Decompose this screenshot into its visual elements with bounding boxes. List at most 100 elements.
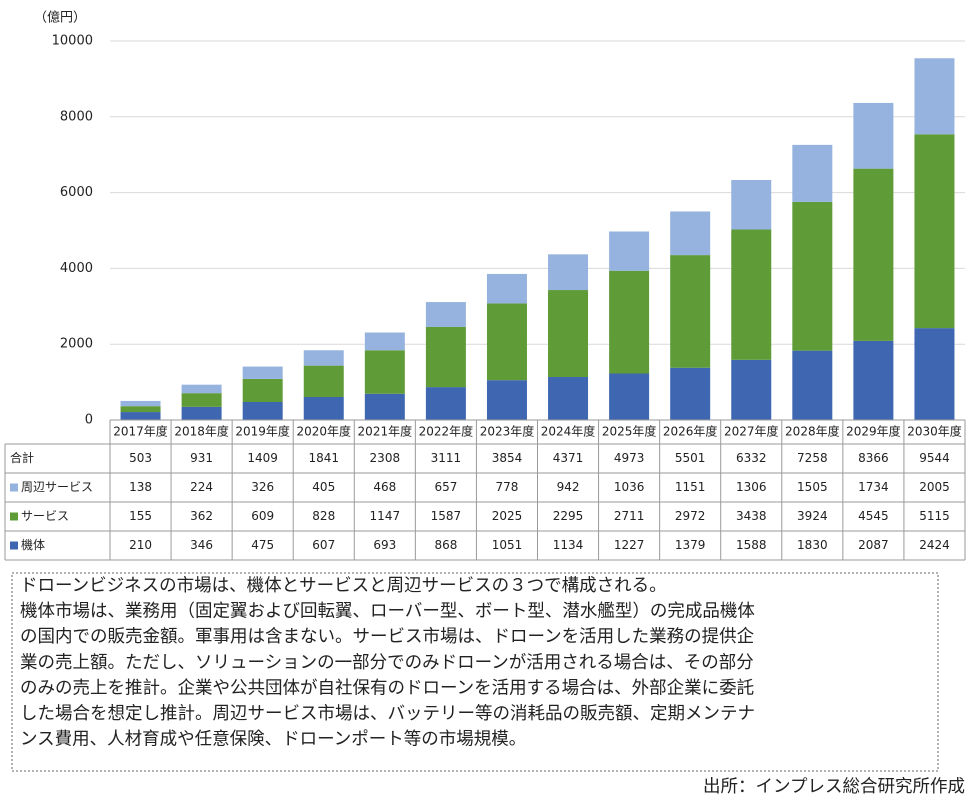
bar-segment (548, 290, 589, 378)
note-line: ンス費用、人材育成や任意保険、ドローンポート等の市場規模。 (20, 730, 526, 750)
x-tick-label: 2018年度 (174, 424, 229, 439)
table-cell: 3924 (797, 509, 828, 523)
note-line: した場合を想定し推計。周辺サービス市場は、バッテリー等の消耗品の販売額、定期メン… (20, 704, 755, 724)
y-tick-label: 10000 (52, 34, 93, 49)
table-cell: 362 (190, 509, 213, 523)
bar-segment (853, 340, 894, 420)
x-tick-label: 2030年度 (907, 424, 962, 439)
table-cell: 1379 (675, 538, 706, 552)
table-cell: 468 (373, 480, 396, 494)
table-cell: 2295 (553, 509, 584, 523)
table-cell: 1505 (797, 480, 828, 494)
bar-segment (242, 366, 283, 379)
table-cell: 828 (312, 509, 335, 523)
bar-segment (853, 168, 894, 341)
bar-segment (425, 302, 466, 327)
table-cell: 6332 (736, 451, 767, 465)
bar-segment (242, 378, 283, 402)
legend-swatch (10, 512, 18, 521)
table-cell: 942 (557, 480, 580, 494)
table-cell: 1409 (247, 451, 278, 465)
legend-swatch (10, 483, 18, 492)
bar-segment (303, 350, 344, 366)
x-tick-label: 2026年度 (663, 424, 718, 439)
x-tick-label: 2021年度 (358, 424, 413, 439)
table-cell: 475 (251, 538, 274, 552)
table-cell: 5501 (675, 451, 706, 465)
table-cell: 1830 (797, 538, 828, 552)
table-cell: 3438 (736, 509, 767, 523)
table-cell: 607 (312, 538, 335, 552)
bar-segment (609, 231, 650, 271)
x-tick-label: 2020年度 (296, 424, 351, 439)
y-axis-label: （億円） (34, 10, 86, 26)
note-line: 機体市場は、業務用（固定翼および回転翼、ローバー型、ボート型、潜水艦型）の完成品… (20, 602, 755, 622)
table-cell: 4545 (858, 509, 889, 523)
bar-segment (242, 401, 283, 420)
table-cell: 931 (190, 451, 213, 465)
table-cell: 8366 (858, 451, 889, 465)
table-cell: 4973 (614, 451, 645, 465)
table-cell: 2308 (370, 451, 401, 465)
bar-segment (181, 384, 222, 394)
table-cell: 1147 (370, 509, 401, 523)
table-cell: 1151 (675, 480, 706, 494)
row-label: サービス (21, 509, 69, 523)
x-tick-label: 2024年度 (541, 424, 596, 439)
y-tick-label: 8000 (60, 109, 93, 124)
bar-segment (364, 332, 405, 351)
table-cell: 4371 (553, 451, 584, 465)
x-tick-label: 2019年度 (235, 424, 290, 439)
bar-segment (548, 254, 589, 291)
row-label: 機体 (21, 537, 45, 552)
bar-segment (731, 180, 772, 230)
x-tick-label: 2028年度 (785, 424, 840, 439)
table-cell: 1134 (553, 538, 584, 552)
table-cell: 1587 (431, 509, 462, 523)
bar-segment (609, 373, 650, 420)
note-line: ドローンビジネスの市場は、機体とサービスと周辺サービスの３つで構成される。 (20, 576, 667, 596)
table-cell: 2424 (919, 538, 950, 552)
bar-segment (486, 273, 527, 304)
table-cell: 2972 (675, 509, 706, 523)
table-cell: 693 (373, 538, 396, 552)
bar-segment (853, 102, 894, 169)
bar-segment (914, 58, 955, 135)
y-tick-label: 4000 (60, 261, 93, 276)
bar-segment (731, 229, 772, 360)
table-cell: 2711 (614, 509, 645, 523)
table-cell: 868 (434, 538, 457, 552)
bar-segment (670, 255, 711, 368)
table-cell: 1306 (736, 480, 767, 494)
legend-swatch (10, 541, 18, 550)
table-cell: 5115 (919, 509, 950, 523)
table-cell: 346 (190, 538, 213, 552)
source: 出所：インプレス総合研究所作成 (703, 777, 965, 797)
table-cell: 7258 (797, 451, 828, 465)
bar-segment (609, 270, 650, 374)
bar-segment (181, 393, 222, 407)
bar-segment (303, 396, 344, 420)
table-cell: 1036 (614, 480, 645, 494)
table-cell: 138 (129, 480, 152, 494)
table-cell: 3854 (492, 451, 523, 465)
table-cell: 1734 (858, 480, 889, 494)
bar-segment (425, 387, 466, 420)
y-tick-label: 0 (85, 413, 93, 428)
bar-segment (486, 303, 527, 381)
table-cell: 405 (312, 480, 335, 494)
table-cell: 3111 (431, 451, 462, 465)
bar-segment (120, 406, 161, 413)
table-cell: 9544 (919, 451, 950, 465)
bar-segment (914, 134, 955, 329)
note-line: の国内での販売金額。軍事用は含まない。サービス市場は、ドローンを活用した業務の提… (20, 627, 755, 647)
y-tick-label: 2000 (60, 337, 93, 352)
bar-segment (486, 380, 527, 420)
bar-segment (792, 144, 833, 202)
x-tick-label: 2023年度 (480, 424, 535, 439)
bar-segment (425, 326, 466, 388)
note-line: のみの売上を推計。企業や公共団体が自社保有のドローンを活用する場合は、外部企業に… (20, 678, 754, 698)
bar-segment (670, 367, 711, 420)
bar-segment (364, 393, 405, 420)
row-label: 周辺サービス (21, 480, 93, 494)
